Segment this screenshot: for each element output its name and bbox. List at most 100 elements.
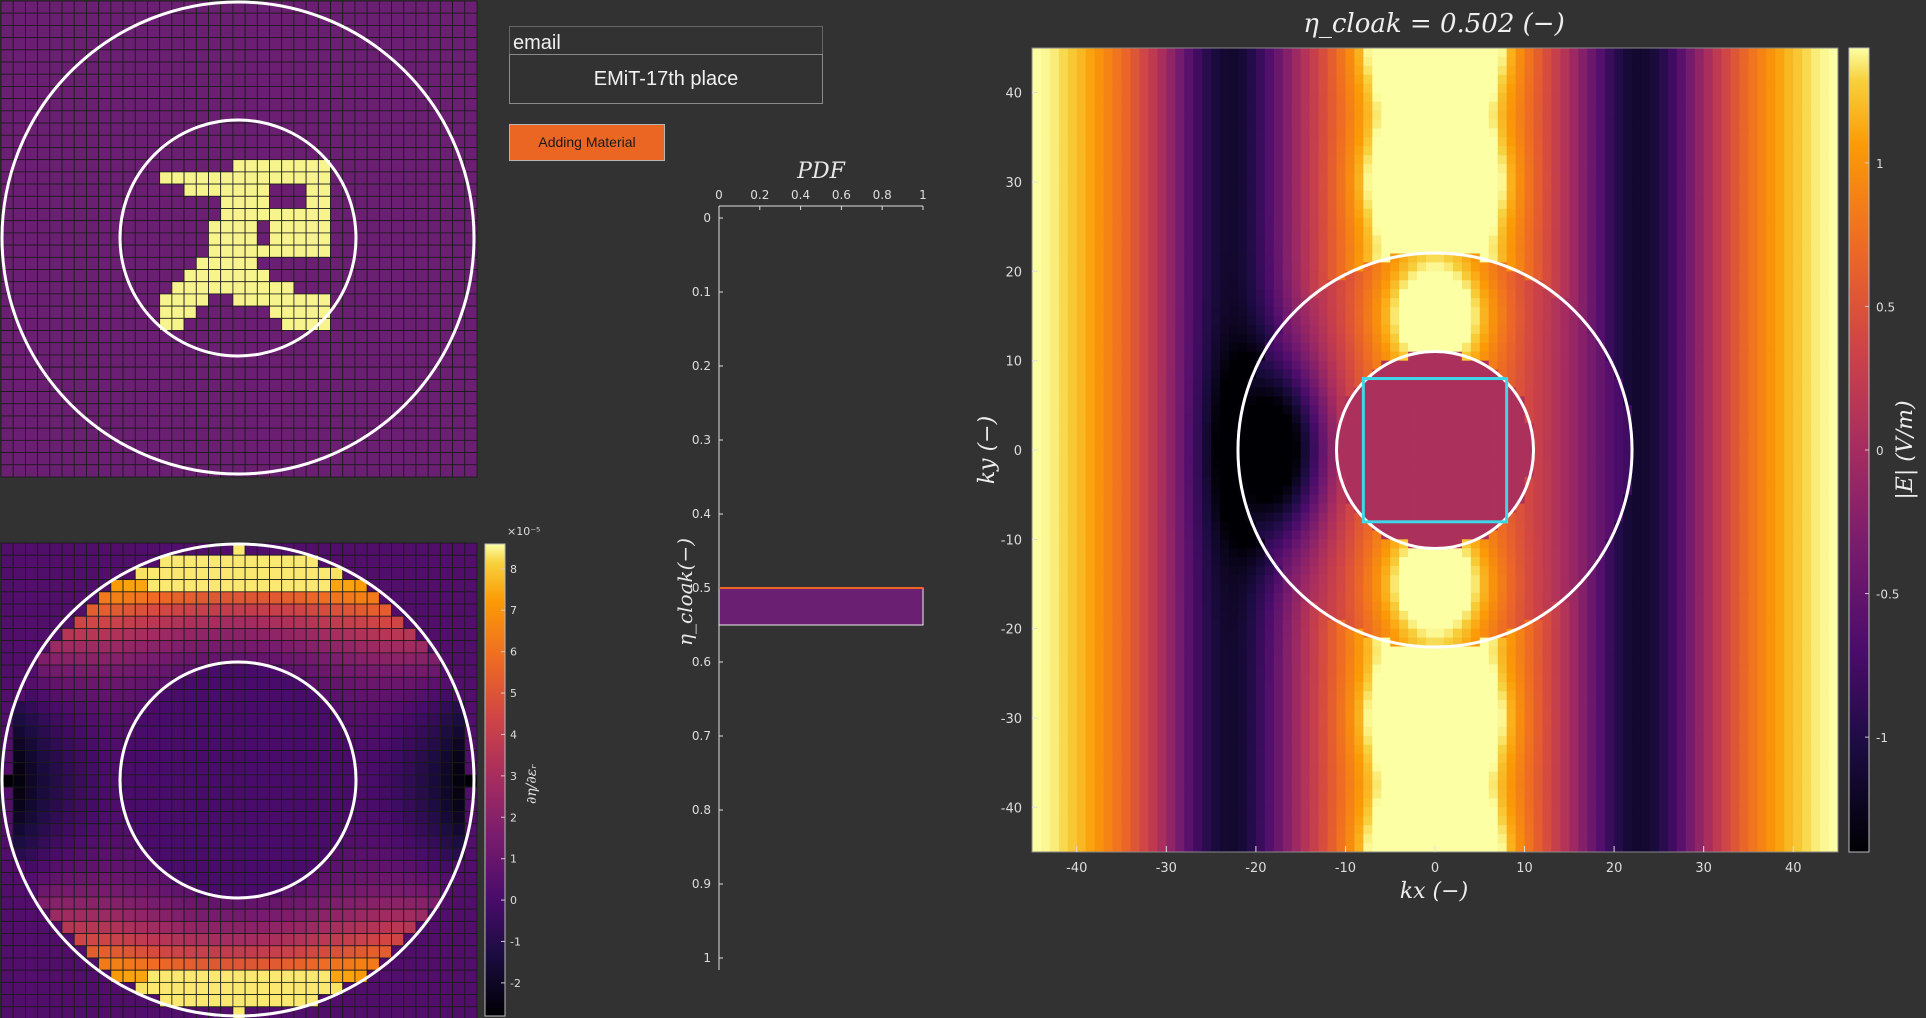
design-cell[interactable] — [159, 232, 173, 246]
design-cell[interactable] — [147, 342, 161, 356]
design-cell[interactable] — [415, 293, 429, 307]
design-cell[interactable] — [61, 378, 75, 392]
design-cell[interactable] — [195, 12, 209, 26]
design-cell[interactable] — [427, 378, 441, 392]
design-cell[interactable] — [122, 159, 136, 173]
design-cell[interactable] — [452, 0, 466, 14]
design-cell[interactable] — [159, 427, 173, 441]
design-cell[interactable] — [73, 330, 87, 344]
design-cell[interactable] — [37, 378, 51, 392]
design-cell[interactable] — [452, 464, 466, 478]
design-cell[interactable] — [293, 366, 307, 380]
design-cell[interactable] — [25, 147, 39, 161]
design-cell[interactable] — [171, 147, 185, 161]
design-cell[interactable] — [61, 427, 75, 441]
design-cell[interactable] — [232, 49, 246, 63]
design-cell[interactable] — [134, 330, 148, 344]
material-cell[interactable] — [256, 171, 270, 185]
design-cell[interactable] — [354, 134, 368, 148]
design-cell[interactable] — [439, 415, 453, 429]
design-cell[interactable] — [122, 12, 136, 26]
design-cell[interactable] — [330, 134, 344, 148]
design-cell[interactable] — [269, 86, 283, 100]
design-cell[interactable] — [12, 86, 26, 100]
design-cell[interactable] — [330, 427, 344, 441]
design-cell[interactable] — [73, 73, 87, 87]
design-cell[interactable] — [159, 439, 173, 453]
design-cell[interactable] — [317, 354, 331, 368]
design-cell[interactable] — [220, 134, 234, 148]
design-cell[interactable] — [354, 293, 368, 307]
material-cell[interactable] — [317, 171, 331, 185]
design-cell[interactable] — [464, 98, 478, 112]
design-cell[interactable] — [37, 25, 51, 39]
material-cell[interactable] — [305, 232, 319, 246]
design-cell[interactable] — [159, 256, 173, 270]
design-cell[interactable] — [256, 220, 270, 234]
design-cell[interactable] — [439, 183, 453, 197]
design-cell[interactable] — [73, 171, 87, 185]
design-cell[interactable] — [415, 61, 429, 75]
material-cell[interactable] — [244, 159, 258, 173]
design-cell[interactable] — [317, 73, 331, 87]
design-cell[interactable] — [159, 354, 173, 368]
design-cell[interactable] — [366, 281, 380, 295]
design-cell[interactable] — [427, 86, 441, 100]
design-cell[interactable] — [403, 25, 417, 39]
design-cell[interactable] — [415, 427, 429, 441]
design-cell[interactable] — [134, 134, 148, 148]
design-cell[interactable] — [86, 464, 100, 478]
design-cell[interactable] — [317, 439, 331, 453]
design-cell[interactable] — [427, 61, 441, 75]
design-cell[interactable] — [195, 73, 209, 87]
design-cell[interactable] — [171, 269, 185, 283]
design-cell[interactable] — [134, 464, 148, 478]
design-cell[interactable] — [195, 452, 209, 466]
design-cell[interactable] — [220, 86, 234, 100]
material-cell[interactable] — [171, 317, 185, 331]
design-cell[interactable] — [232, 305, 246, 319]
design-cell[interactable] — [98, 269, 112, 283]
design-cell[interactable] — [183, 195, 197, 209]
design-cell[interactable] — [403, 147, 417, 161]
design-cell[interactable] — [366, 342, 380, 356]
design-cell[interactable] — [317, 25, 331, 39]
design-cell[interactable] — [427, 244, 441, 258]
design-cell[interactable] — [208, 293, 222, 307]
design-cell[interactable] — [122, 0, 136, 14]
design-cell[interactable] — [439, 452, 453, 466]
design-cell[interactable] — [256, 61, 270, 75]
design-cell[interactable] — [232, 415, 246, 429]
design-cell[interactable] — [232, 403, 246, 417]
design-cell[interactable] — [73, 354, 87, 368]
design-cell[interactable] — [439, 232, 453, 246]
design-cell[interactable] — [195, 147, 209, 161]
design-cell[interactable] — [49, 342, 63, 356]
design-cell[interactable] — [464, 354, 478, 368]
design-cell[interactable] — [195, 378, 209, 392]
design-cell[interactable] — [25, 439, 39, 453]
design-cell[interactable] — [391, 256, 405, 270]
design-cell[interactable] — [403, 293, 417, 307]
design-cell[interactable] — [366, 403, 380, 417]
design-cell[interactable] — [415, 269, 429, 283]
design-cell[interactable] — [73, 86, 87, 100]
design-cell[interactable] — [98, 183, 112, 197]
design-cell[interactable] — [122, 147, 136, 161]
design-cell[interactable] — [293, 25, 307, 39]
design-cell[interactable] — [403, 49, 417, 63]
design-cell[interactable] — [195, 61, 209, 75]
design-cell[interactable] — [281, 452, 295, 466]
design-cell[interactable] — [49, 354, 63, 368]
design-cell[interactable] — [439, 293, 453, 307]
design-cell[interactable] — [49, 37, 63, 51]
material-cell[interactable] — [183, 269, 197, 283]
material-cell[interactable] — [195, 281, 209, 295]
design-cell[interactable] — [195, 427, 209, 441]
design-cell[interactable] — [220, 427, 234, 441]
design-cell[interactable] — [0, 439, 14, 453]
design-cell[interactable] — [232, 122, 246, 136]
material-cell[interactable] — [317, 183, 331, 197]
design-cell[interactable] — [195, 354, 209, 368]
design-cell[interactable] — [464, 427, 478, 441]
